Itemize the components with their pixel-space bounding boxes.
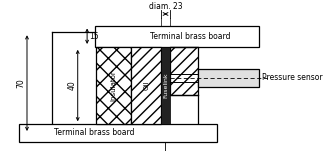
Bar: [95, 26, 259, 47]
Text: diam. 23: diam. 23: [149, 2, 182, 11]
Text: Fuselink: Fuselink: [163, 73, 168, 98]
Bar: [161, 47, 170, 124]
Bar: [131, 47, 161, 124]
Bar: [198, 69, 259, 86]
Text: Insulator: Insulator: [111, 70, 117, 101]
Bar: [96, 47, 131, 124]
Bar: [20, 124, 217, 142]
Text: Terminal brass board: Terminal brass board: [54, 128, 135, 137]
Text: 70: 70: [16, 78, 25, 88]
Text: Oil: Oil: [143, 81, 149, 90]
Text: 40: 40: [68, 81, 77, 90]
Text: Terminal brass board: Terminal brass board: [150, 32, 230, 41]
Text: Pressure sensor: Pressure sensor: [262, 73, 322, 82]
Bar: [170, 47, 198, 95]
Text: 15: 15: [89, 32, 99, 41]
